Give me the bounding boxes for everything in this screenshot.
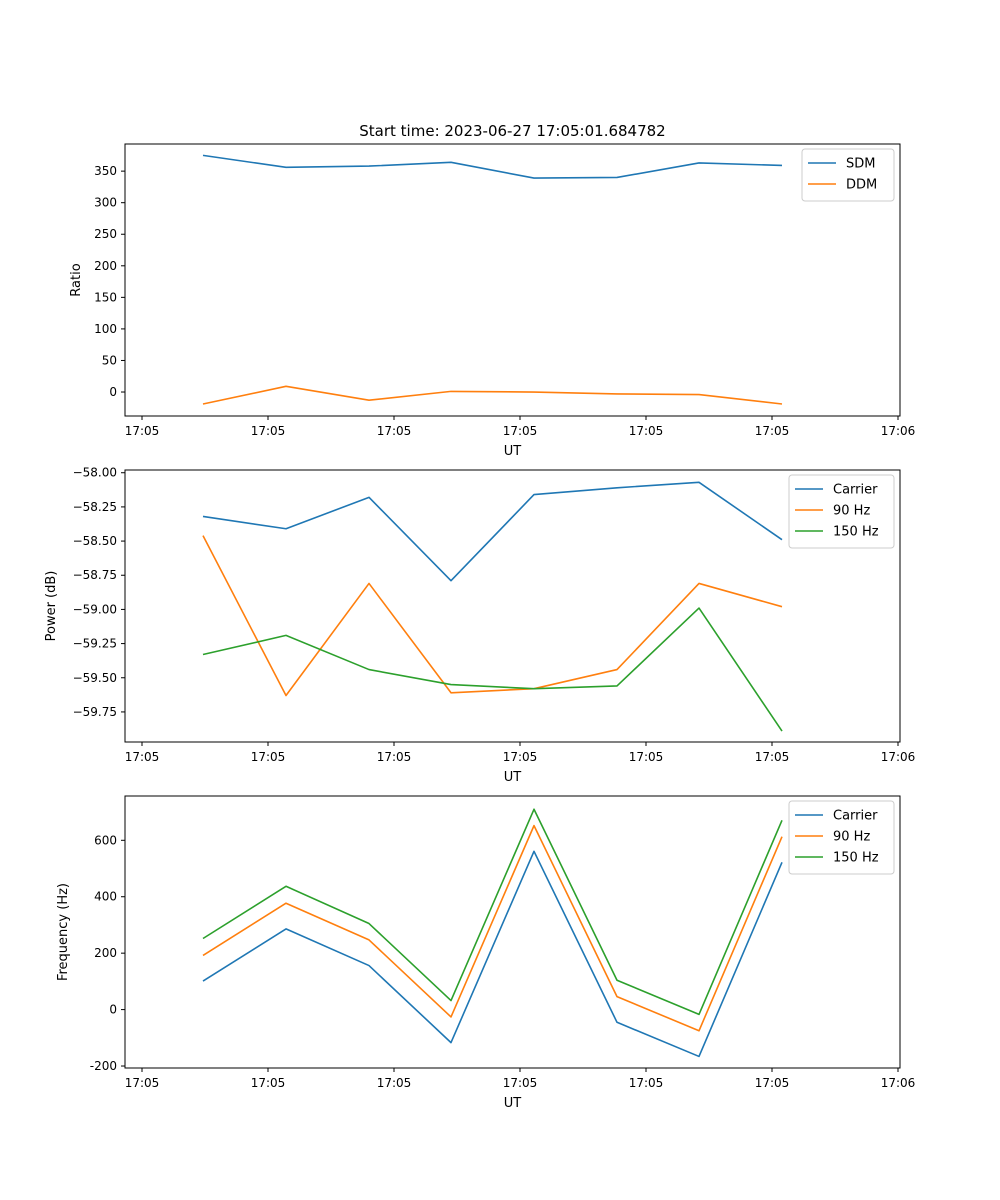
x-tick-label: 17:05 [629,1076,664,1090]
x-tick-label: 17:05 [755,750,790,764]
legend-entry: Carrier [833,809,878,824]
y-tick-label: 300 [94,196,117,210]
legend-box [788,474,895,549]
y-axis-label: Frequency (Hz) [56,883,71,981]
series-line-2 [202,824,783,1032]
y-tick-label: -200 [90,1059,117,1073]
x-tick-label: 17:06 [881,750,916,764]
legend-entry: 150 Hz [833,525,879,540]
y-tick-label: 250 [94,227,117,241]
series-line-1 [202,481,783,582]
legend-box [801,148,895,202]
x-tick-label: 17:05 [251,424,286,438]
x-tick-label: 17:05 [377,424,412,438]
x-tick-label: 17:05 [503,750,538,764]
y-tick-label: 400 [94,890,117,904]
x-tick-label: 17:05 [125,424,160,438]
legend-entry: SDM [846,157,875,172]
series-line-1 [202,850,783,1058]
x-tick-label: 17:06 [881,424,916,438]
y-tick-label: −58.50 [73,534,117,548]
x-tick-label: 17:05 [125,1076,160,1090]
x-tick-label: 17:05 [755,424,790,438]
x-tick-label: 17:05 [503,424,538,438]
y-tick-label: 600 [94,833,117,847]
x-tick-label: 17:05 [251,750,286,764]
x-tick-label: 17:05 [629,750,664,764]
legend-entry: DDM [846,178,877,193]
subplot-1: 0 50 100 150 200 250 300 350 17:05 17:05 17:05 17:0… [69,143,916,459]
series-line-3 [202,808,783,1016]
x-tick-label: 17:06 [881,1076,916,1090]
x-axis-label: UT [504,444,522,459]
legend: SDM DDM [801,148,895,202]
chart-title: Start time: 2023-06-27 17:05:01.684782 [359,122,665,140]
legend-entry: Carrier [833,483,878,498]
y-tick-label: 0 [109,385,117,399]
y-tick-label: 200 [94,946,117,960]
y-tick-label: −58.75 [73,568,117,582]
y-axis-label: Ratio [69,263,84,296]
legend-box [788,800,895,875]
legend-entry: 90 Hz [833,504,870,519]
series-line-1 [202,154,783,179]
legend-entry: 150 Hz [833,851,879,866]
y-tick-label: −58.25 [73,500,117,514]
series-line-2 [202,535,783,697]
y-tick-label: −59.25 [73,637,117,651]
subplot-3: -200 0 200 400 600 17:05 17:05 17:05 17:05 17:05 1… [56,795,916,1111]
y-tick-label: 150 [94,290,117,304]
legend: Carrier 90 Hz 150 Hz [788,800,895,875]
x-tick-label: 17:05 [377,750,412,764]
x-tick-label: 17:05 [377,1076,412,1090]
y-tick-label: −58.00 [73,466,117,480]
x-tick-label: 17:05 [251,1076,286,1090]
y-tick-label: −59.50 [73,671,117,685]
y-tick-label: 200 [94,259,117,273]
y-tick-label: 100 [94,322,117,336]
legend-entry: 90 Hz [833,830,870,845]
x-tick-label: 17:05 [125,750,160,764]
x-axis-label: UT [504,1096,522,1111]
y-tick-label: −59.75 [73,705,117,719]
y-tick-label: 350 [94,164,117,178]
x-tick-label: 17:05 [755,1076,790,1090]
plot-frame [124,143,901,417]
y-tick-label: 0 [109,1003,117,1017]
y-axis-label: Power (dB) [44,571,59,642]
series-line-2 [202,385,783,405]
legend: Carrier 90 Hz 150 Hz [788,474,895,549]
plot-frame [124,795,901,1069]
y-tick-label: 50 [102,353,117,367]
x-tick-label: 17:05 [503,1076,538,1090]
x-tick-label: 17:05 [629,424,664,438]
x-axis-label: UT [504,770,522,785]
subplot-2: −59.75 −59.50 −59.25 −59.00 −58.75 −58.50 −58.… [44,466,915,785]
series-line-3 [202,607,783,732]
y-tick-label: −59.00 [73,602,117,616]
plot-frame [124,469,901,743]
